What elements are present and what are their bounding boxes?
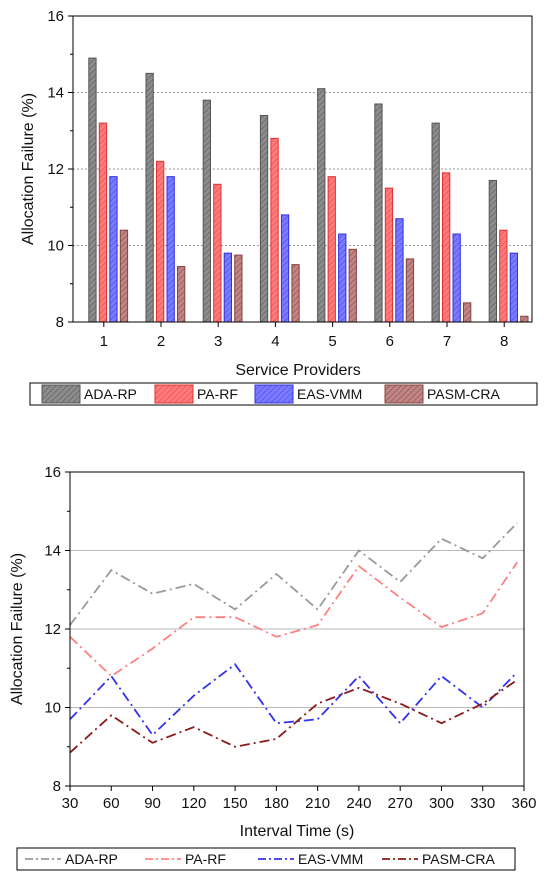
bar-pa-rf-7 <box>442 172 451 323</box>
bar-chart-x-tick-label: 6 <box>386 333 394 350</box>
line-chart-x-tick-label: 60 <box>103 795 120 812</box>
line-chart-x-tick-label: 300 <box>429 795 454 812</box>
line-chart-x-tick-label: 150 <box>223 795 248 812</box>
line-chart-y-tick-label: 10 <box>44 700 61 717</box>
bar-chart-x-tick-label: 1 <box>100 333 108 350</box>
bar-chart-x-tick-label: 2 <box>157 333 165 350</box>
line-chart-y-tick-label: 14 <box>44 543 61 560</box>
bar-chart-x-axis-label: Service Providers <box>235 362 360 379</box>
line-chart-y-axis-label: Allocation Failure (%) <box>9 553 26 705</box>
bar-pasm-cra-8 <box>520 315 529 323</box>
bar-pasm-cra-4 <box>291 264 300 323</box>
bar-legend-swatch-ada-rp <box>41 384 81 404</box>
bar-chart-y-axis-label: Allocation Failure (%) <box>20 93 37 245</box>
line-chart-x-tick-label: 330 <box>470 795 495 812</box>
bar-eas-vmm-5 <box>338 233 347 323</box>
line-chart-y-tick-label: 12 <box>44 621 61 638</box>
bar-chart-x-tick-label: 8 <box>500 333 508 350</box>
bar-chart-legend: ADA-RP PA-RF EAS-VMM PASM-CRA <box>41 384 501 404</box>
bar-ada-rp-6 <box>374 103 383 323</box>
line-series-ada-rp <box>69 522 518 626</box>
line-chart-x-axis-label: Interval Time (s) <box>240 823 355 840</box>
line-chart-x-tick-label: 30 <box>62 795 79 812</box>
bar-chart-x-tick-label: 7 <box>443 333 451 350</box>
bar-chart-y-tick-label: 16 <box>47 8 64 25</box>
bar-ada-rp-7 <box>431 122 440 323</box>
line-chart-x-tick-label: 90 <box>144 795 161 812</box>
line-legend-label-ada-rp: ADA-RP <box>65 851 118 867</box>
bar-legend-swatch-eas-vmm <box>254 384 294 404</box>
bar-legend-label-pasm-cra: PASM-CRA <box>427 386 501 402</box>
line-legend-label-pa-rf: PA-RF <box>185 851 226 867</box>
bar-chart-y-tick-label: 14 <box>47 85 64 102</box>
bar-chart-bars <box>88 57 529 323</box>
bar-eas-vmm-6 <box>395 218 404 323</box>
line-chart: 8 10 12 14 16 30 60 90 120 150 180 210 240 270 300 330 3… <box>9 464 537 871</box>
line-series-pa-rf <box>69 561 518 678</box>
bar-chart-y-tick-label: 8 <box>56 314 64 331</box>
line-chart-x-tick-label: 360 <box>511 795 536 812</box>
bar-chart-x-tick-label: 3 <box>214 333 222 350</box>
line-chart-x-tick-label: 180 <box>264 795 289 812</box>
bar-ada-rp-1 <box>88 57 97 323</box>
bar-legend-label-pa-rf: PA-RF <box>197 386 238 402</box>
bar-eas-vmm-2 <box>166 176 175 323</box>
line-legend-label-eas-vmm: EAS-VMM <box>298 851 363 867</box>
bar-pasm-cra-5 <box>348 248 357 323</box>
line-chart-x-tick-label: 120 <box>181 795 206 812</box>
line-chart-ticks: 8 10 12 14 16 30 60 90 120 150 180 210 240 270 300 330 3… <box>44 464 536 812</box>
bar-eas-vmm-7 <box>452 233 461 323</box>
line-chart-y-tick-label: 8 <box>53 778 61 795</box>
line-chart-series <box>69 522 518 754</box>
bar-pa-rf-4 <box>270 137 279 323</box>
bar-eas-vmm-4 <box>280 214 290 323</box>
bar-pasm-cra-1 <box>119 229 129 323</box>
bar-chart-gridlines <box>73 92 532 246</box>
line-chart-y-tick-label: 16 <box>44 464 61 481</box>
bar-legend-swatch-pasm-cra <box>384 384 424 404</box>
bar-legend-swatch-pa-rf <box>154 384 194 404</box>
bar-eas-vmm-3 <box>223 252 232 323</box>
bar-pa-rf-2 <box>156 160 165 323</box>
bar-legend-label-ada-rp: ADA-RP <box>84 386 137 402</box>
bar-ada-rp-2 <box>145 72 154 323</box>
bar-pa-rf-1 <box>98 122 108 323</box>
bar-chart-y-tick-label: 10 <box>47 238 64 255</box>
bar-ada-rp-3 <box>202 99 211 323</box>
bar-chart-x-tick-label: 5 <box>328 333 336 350</box>
line-chart-legend: ADA-RP PA-RF EAS-VMM PASM-CRA <box>25 851 496 867</box>
line-chart-x-tick-label: 270 <box>388 795 413 812</box>
bar-pa-rf-5 <box>327 176 336 323</box>
bar-pasm-cra-6 <box>405 258 415 323</box>
line-chart-x-tick-label: 210 <box>305 795 330 812</box>
bar-ada-rp-8 <box>488 179 498 323</box>
line-series-pasm-cra <box>69 679 518 754</box>
bar-pasm-cra-3 <box>234 254 243 323</box>
bar-eas-vmm-8 <box>509 252 519 323</box>
bar-eas-vmm-1 <box>109 176 118 323</box>
bar-pa-rf-6 <box>384 187 394 323</box>
bar-pa-rf-3 <box>213 183 222 323</box>
bar-chart-x-tick-label: 4 <box>271 333 279 350</box>
line-chart-x-tick-label: 240 <box>346 795 371 812</box>
bar-legend-label-eas-vmm: EAS-VMM <box>297 386 362 402</box>
bar-pasm-cra-2 <box>177 266 186 323</box>
bar-ada-rp-4 <box>259 114 269 323</box>
line-legend-label-pasm-cra: PASM-CRA <box>422 851 496 867</box>
line-chart-gridlines <box>70 550 524 708</box>
bar-pa-rf-8 <box>499 229 508 323</box>
line-series-eas-vmm <box>69 663 518 737</box>
bar-ada-rp-5 <box>317 88 326 323</box>
bar-pasm-cra-7 <box>463 302 472 323</box>
bar-chart-y-tick-label: 12 <box>47 161 64 178</box>
